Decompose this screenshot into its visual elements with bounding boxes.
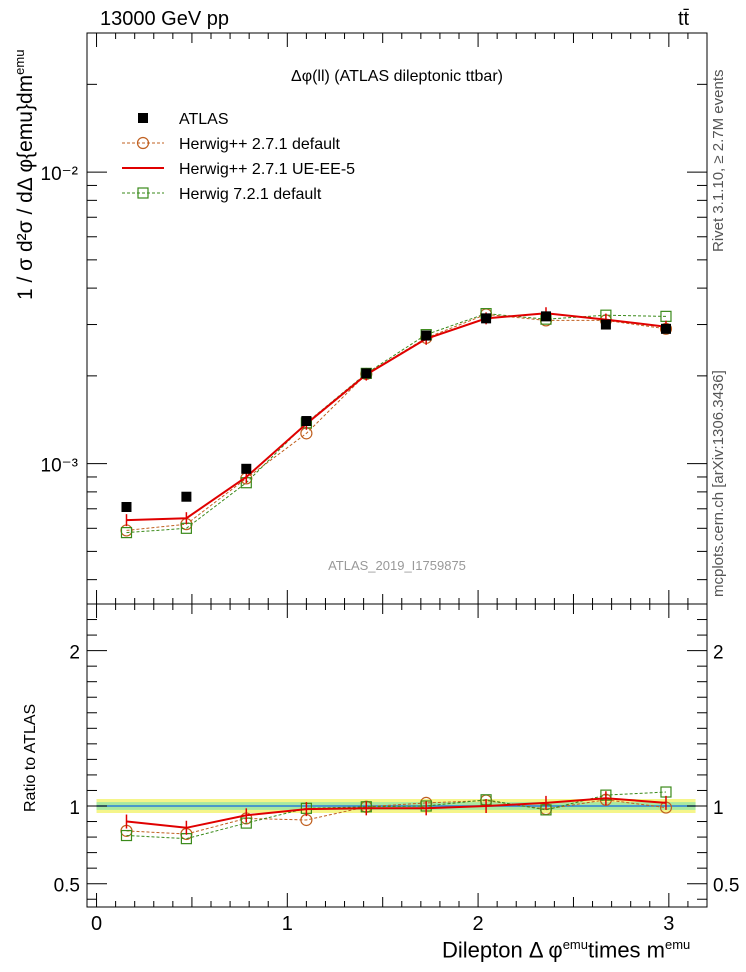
legend-marker-herwig-2-7-1-default: [136, 136, 150, 150]
x-tick-label: 0: [91, 913, 102, 935]
legend-label-herwig-2-7-1-default: Herwig++ 2.7.1 default: [179, 136, 341, 153]
x-tick-label: 1: [282, 913, 293, 935]
y-tick-label-ratio-right: 0.5: [713, 876, 739, 897]
y-tick-label-ratio-right: 2: [713, 643, 724, 664]
rivet-label: Rivet 3.1.10, ≥ 2.7M events: [710, 69, 727, 253]
legend-marker-herwig-7-2-1-default: [137, 187, 149, 199]
series-line-herwig-7-2-1-default: [126, 313, 667, 534]
point-atlas: [181, 491, 192, 502]
x-axis-label-sup2: emu: [665, 937, 691, 952]
series-line-herwig-2-7-1-default: [126, 313, 667, 531]
watermark-label: ATLAS_2019_I1759875: [328, 558, 466, 573]
y-tick-label-ratio-right: 1: [713, 798, 724, 819]
x-axis-label-mid: times m: [588, 937, 665, 963]
point-atlas: [301, 416, 312, 427]
series-line-herwig-2-7-1-ue-ee-5: [126, 312, 667, 522]
point-atlas: [241, 463, 252, 474]
x-axis-label-pre: Dilepton Δ φ: [442, 937, 563, 963]
y-axis-label-main: 1 / σ d²σ / dΔ φ{emu}dmemu: [12, 50, 38, 300]
ratio-panel-frame: [86, 603, 708, 908]
process-label: tt̄: [678, 8, 690, 30]
point-atlas: [481, 313, 492, 324]
y-axis-label-ratio: Ratio to ATLAS: [22, 703, 39, 812]
y-tick-label-main: 10⁻²: [41, 164, 79, 185]
legend-label-herwig-7-2-1-default: Herwig 7.2.1 default: [179, 186, 322, 203]
y-tick-label-ratio: 0.5: [54, 876, 80, 897]
point-herwig-2-7-1-default: [120, 524, 133, 537]
mcplots-label: mcplots.cern.ch [arXiv:1306.3436]: [710, 370, 727, 597]
point-atlas: [660, 323, 671, 334]
ratio-line-herwig-2-7-1-default: [126, 799, 667, 835]
legend-marker-atlas: [138, 113, 148, 123]
point-atlas: [121, 501, 132, 512]
point-atlas: [361, 368, 372, 379]
point-atlas: [600, 319, 611, 330]
point-atlas: [421, 330, 432, 341]
ratio-line-herwig-7-2-1-default: [126, 791, 667, 840]
y-tick-label-ratio: 1: [69, 798, 80, 819]
x-axis-label-sup1: emu: [562, 937, 588, 952]
y-axis-label-sup: emu: [12, 49, 27, 75]
y-tick-label-ratio: 2: [69, 643, 80, 664]
y-axis-label-text: 1 / σ d²σ / dΔ φ{emu}dm: [14, 74, 37, 300]
legend-label-herwig-2-7-1-ue-ee-5: Herwig++ 2.7.1 UE-EE-5: [179, 161, 355, 178]
legend-label-atlas: ATLAS: [179, 111, 229, 128]
point-herwig-7-2-1-default: [120, 526, 133, 539]
x-tick-label: 2: [473, 913, 484, 935]
x-axis-label: Dilepton Δ φemutimes memu: [442, 937, 690, 963]
ratio-line-herwig-2-7-1-ue-ee-5: [126, 797, 667, 829]
ratio-point-herwig-7-2-1-default: [120, 829, 133, 842]
y-tick-label-main: 10⁻³: [41, 456, 79, 477]
energy-label: 13000 GeV pp: [100, 8, 229, 30]
plot-title: Δφ(ll) (ATLAS dileptonic ttbar): [291, 68, 503, 85]
x-tick-label: 3: [663, 913, 674, 935]
point-atlas: [540, 311, 551, 322]
